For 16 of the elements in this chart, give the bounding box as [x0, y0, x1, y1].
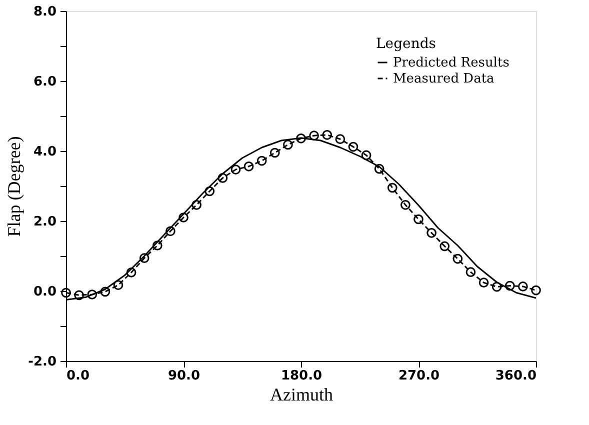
y-tick-label: 4.0: [33, 144, 56, 160]
legend-label: Measured Data: [393, 72, 495, 86]
y-tick-label: 2.0: [33, 214, 56, 230]
y-tick-label: 6.0: [33, 74, 56, 90]
x-tick-label: 360.0: [495, 368, 536, 384]
x-tick-label: 180.0: [280, 368, 322, 384]
y-tick-label: -2.0: [28, 354, 56, 370]
y-tick-label: 8.0: [33, 4, 56, 20]
legend-title: Legends: [376, 36, 436, 52]
x-tick-label: 270.0: [398, 368, 440, 384]
x-tick-label: 90.0: [168, 368, 200, 384]
x-tick-label: 0.0: [66, 368, 90, 384]
legend-label: Predicted Results: [393, 56, 510, 70]
y-axis-title: Flap (Degree): [4, 136, 24, 237]
y-tick-label: 0.0: [33, 284, 56, 300]
x-axis-title: Azimuth: [270, 384, 333, 404]
